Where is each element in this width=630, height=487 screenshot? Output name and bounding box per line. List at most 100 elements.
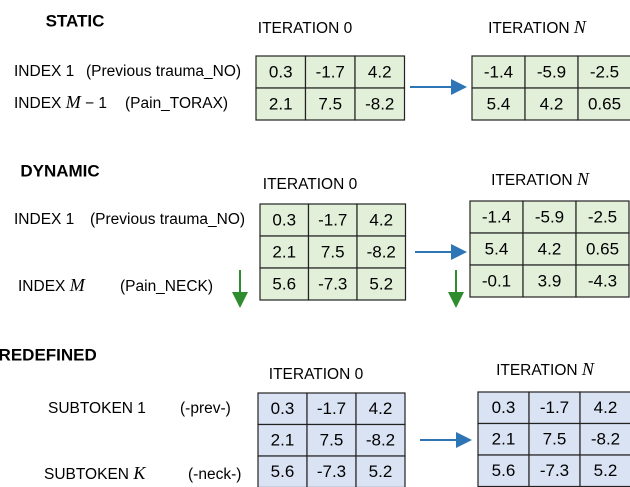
cell-value: -7.3 — [318, 274, 347, 293]
cell-value: 0.65 — [586, 239, 619, 258]
table-cell — [355, 455, 406, 487]
table-cell — [577, 87, 630, 121]
table-cell — [306, 423, 357, 457]
row-label: INDEX 1 — [14, 63, 74, 80]
label-text: ITERATION — [488, 20, 570, 37]
cell-value: 5.4 — [487, 94, 511, 113]
table-cell — [356, 203, 407, 237]
row-note: (Pain_TORAX) — [125, 95, 228, 112]
cell-value: -0.1 — [482, 271, 511, 290]
cell-value: -1.7 — [316, 62, 345, 81]
table-cell — [257, 455, 308, 487]
cell-value: 0.3 — [272, 210, 296, 229]
cell-value: 4.2 — [369, 210, 393, 229]
cell-value: 5.4 — [485, 239, 509, 258]
row-label: INDEX M − 1 — [14, 92, 107, 112]
cell-value: 5.2 — [369, 462, 393, 481]
table-cell — [524, 87, 579, 121]
cell-value: -1.4 — [484, 62, 513, 81]
cell-value: 7.5 — [318, 94, 342, 113]
row-note: (-neck-) — [188, 466, 241, 483]
table-cell — [304, 87, 356, 121]
table-cell — [307, 267, 358, 301]
cell-value: 2.1 — [269, 94, 293, 113]
table-cell — [528, 422, 581, 456]
cell-value: -1.7 — [318, 210, 347, 229]
table-cell — [575, 232, 630, 266]
row-label: INDEX M — [18, 275, 86, 295]
row-label: SUBTOKEN 1 — [48, 400, 146, 417]
cell-value: -1.7 — [317, 399, 346, 418]
label-suffix: − 1 — [85, 95, 107, 112]
math-var: N — [573, 17, 587, 37]
row-note: (Previous trauma_NO) — [86, 63, 241, 80]
table-cell — [307, 235, 358, 269]
math-var: K — [132, 463, 146, 483]
cell-value: 5.6 — [492, 461, 516, 480]
label-text: INDEX — [18, 278, 66, 295]
cell-value: 4.2 — [369, 399, 393, 418]
table-cell — [579, 422, 630, 456]
iteration-label: ITERATION 0 — [258, 20, 353, 37]
label-text: INDEX 1 — [14, 211, 74, 228]
table-cell — [257, 423, 308, 457]
table-cell — [577, 55, 630, 89]
cell-value: 5.2 — [594, 461, 618, 480]
table-cell — [356, 267, 407, 301]
cell-value: -2.5 — [590, 62, 619, 81]
cell-value: -7.3 — [540, 461, 569, 480]
cell-value: 4.2 — [538, 239, 562, 258]
cell-value: -7.3 — [317, 462, 346, 481]
iteration-label: ITERATION 0 — [269, 366, 364, 383]
cell-value: 4.2 — [594, 398, 618, 417]
cell-value: 0.3 — [271, 399, 295, 418]
cell-value: 7.5 — [543, 430, 567, 449]
label-text: ITERATION 0 — [258, 20, 353, 37]
section-title: DYNAMIC — [20, 161, 99, 180]
table-cell — [304, 55, 356, 89]
cell-value: -8.2 — [366, 431, 395, 450]
label-text: ITERATION — [496, 362, 578, 379]
math-var: N — [581, 359, 595, 379]
row-note: (Pain_NECK) — [120, 278, 213, 295]
section-title: STATIC — [46, 11, 105, 30]
iteration-label: ITERATION N — [496, 359, 595, 379]
table-cell — [259, 267, 310, 301]
label-text: INDEX 1 — [14, 63, 74, 80]
table-cell — [522, 200, 577, 234]
cell-value: -8.2 — [365, 94, 394, 113]
cell-value: 5.6 — [271, 462, 295, 481]
table-cell — [259, 203, 310, 237]
table-cell — [469, 264, 524, 298]
table-cell — [579, 454, 630, 487]
math-var: N — [576, 169, 590, 189]
cell-value: -1.7 — [540, 398, 569, 417]
cell-value: 4.2 — [368, 62, 392, 81]
cell-value: -4.3 — [588, 271, 617, 290]
table-cell — [255, 55, 307, 89]
math-var: M — [65, 92, 82, 112]
iteration-label: ITERATION 0 — [263, 176, 358, 193]
cell-value: 0.65 — [588, 94, 621, 113]
cell-value: -5.9 — [537, 62, 566, 81]
cell-value: 5.2 — [369, 274, 393, 293]
math-var: M — [69, 275, 86, 295]
cell-value: 2.1 — [272, 242, 296, 261]
iteration-label: ITERATION N — [491, 169, 590, 189]
cell-value: 7.5 — [320, 431, 344, 450]
cell-value: 3.9 — [538, 271, 562, 290]
cell-value: -8.2 — [367, 242, 396, 261]
label-text: SUBTOKEN — [44, 466, 129, 483]
cell-value: -8.2 — [591, 430, 620, 449]
table-cell — [354, 87, 406, 121]
cell-value: 2.1 — [492, 430, 516, 449]
table-cell — [522, 232, 577, 266]
cell-value: 2.1 — [271, 431, 295, 450]
table-cell — [575, 264, 630, 298]
row-label: INDEX 1 — [14, 211, 74, 228]
row-label: SUBTOKEN K — [44, 463, 146, 483]
iteration-label: ITERATION N — [488, 17, 587, 37]
cell-value: -2.5 — [588, 207, 617, 226]
table-cell — [356, 235, 407, 269]
